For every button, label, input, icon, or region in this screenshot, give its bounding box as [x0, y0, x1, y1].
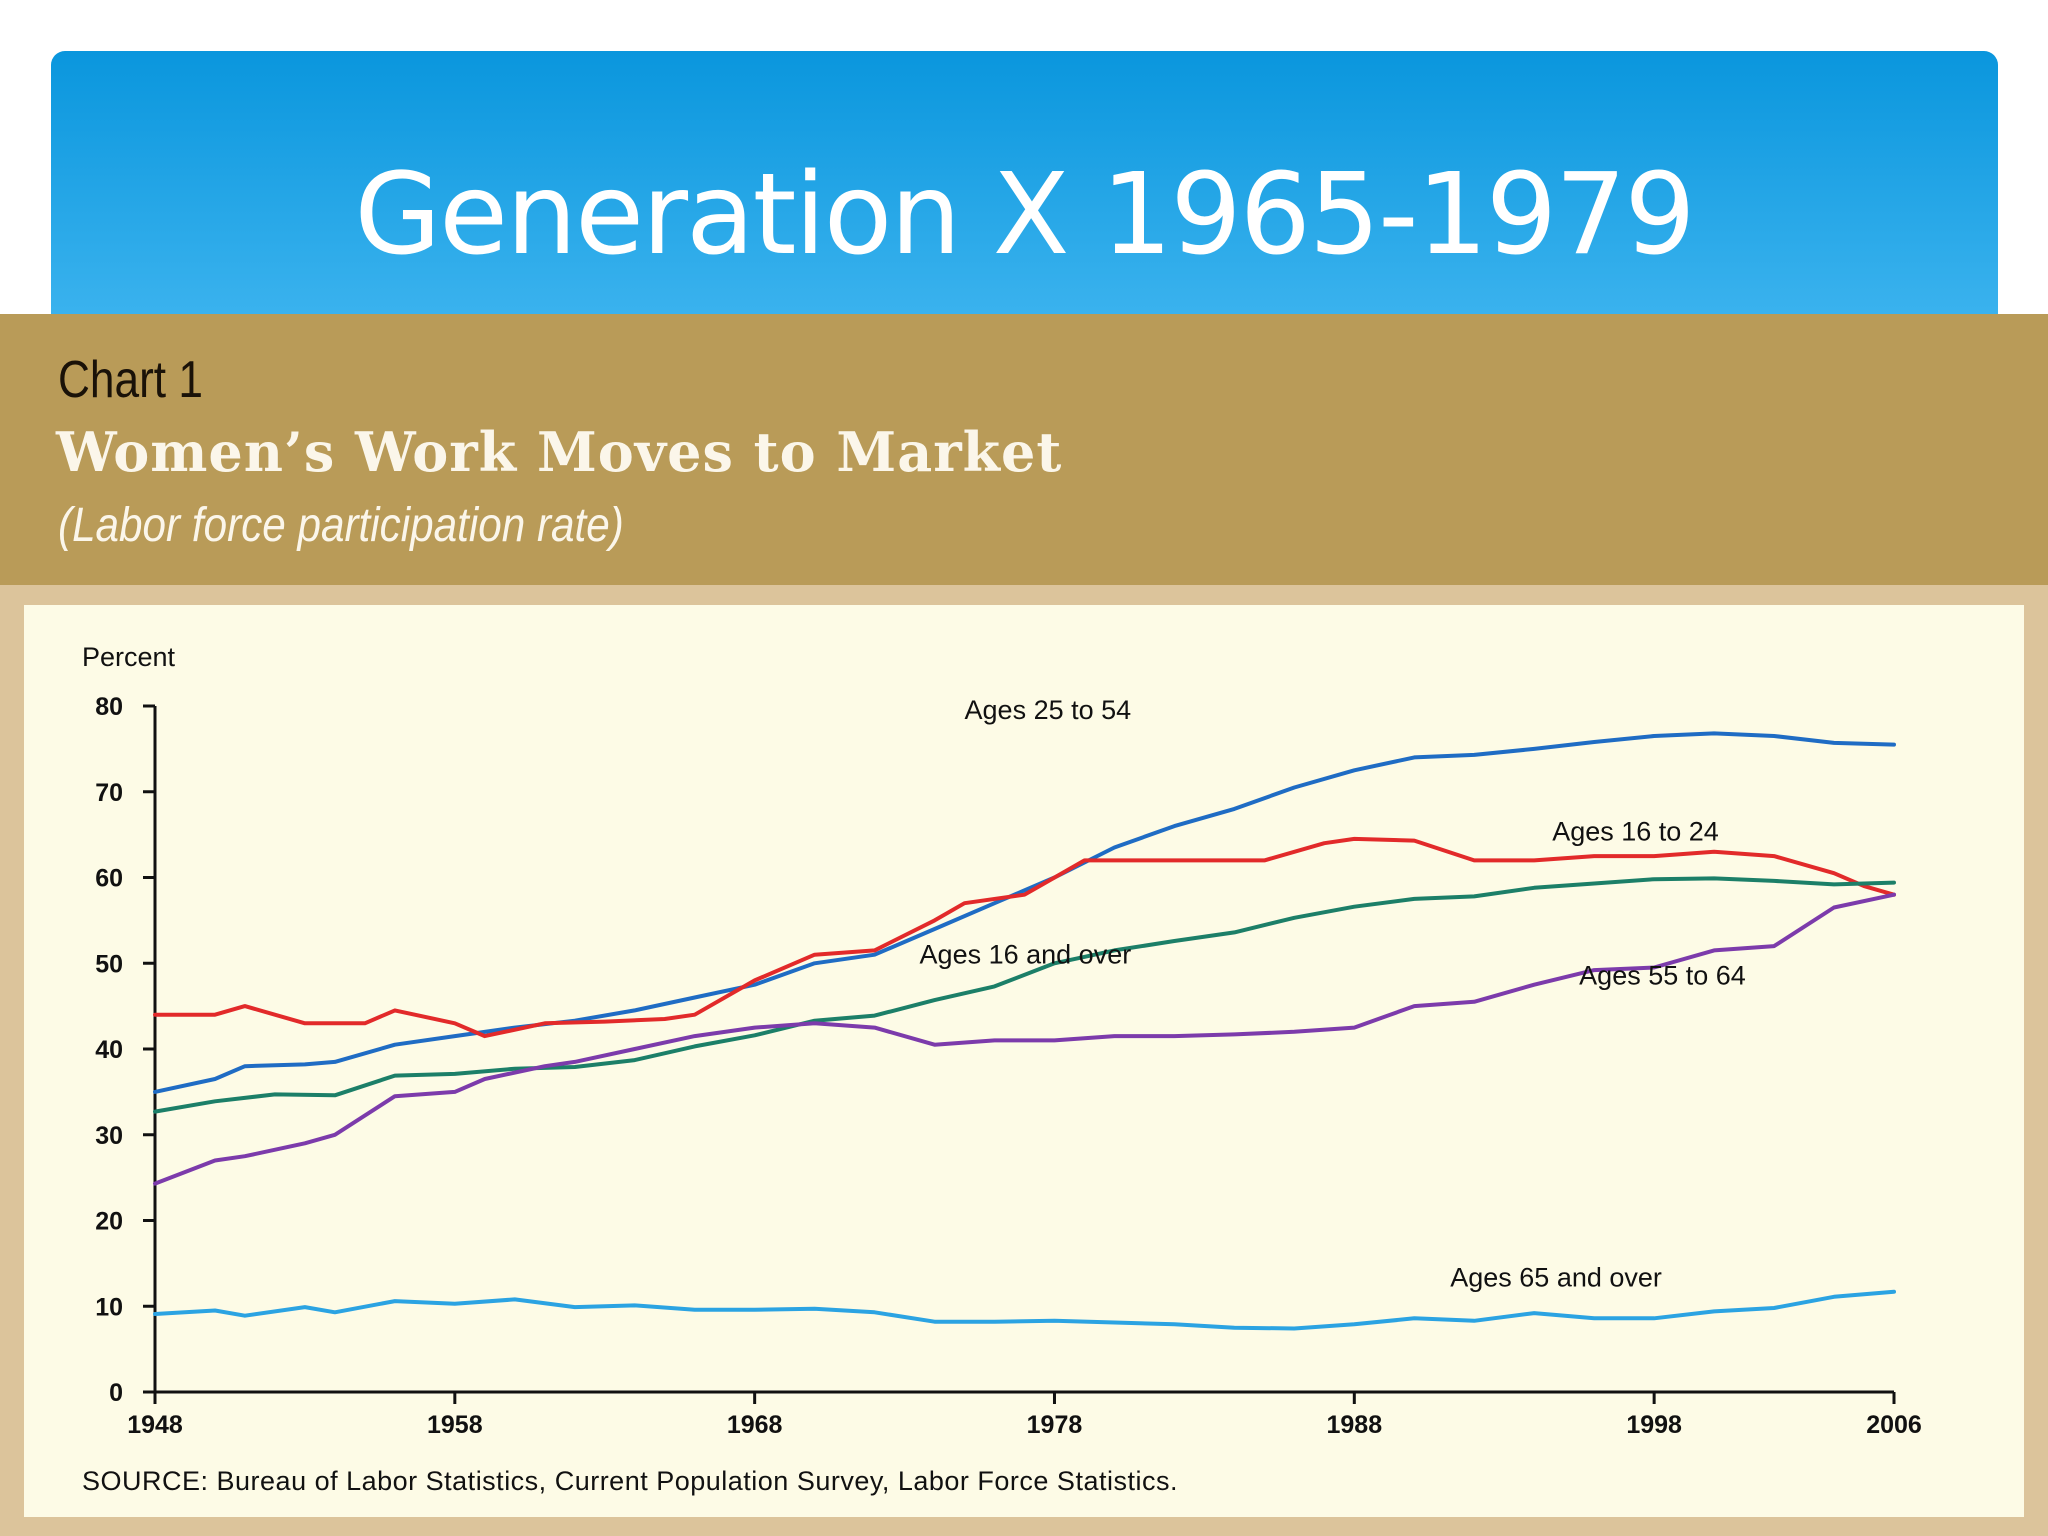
x-tick-label: 1978	[1027, 1411, 1083, 1439]
series-line-1	[153, 731, 1896, 1094]
series-label-3: Ages 16 and over	[920, 939, 1132, 969]
y-tick-label: 50	[95, 950, 123, 978]
chart-subheading: (Labor force participation rate)	[58, 499, 624, 552]
chart-header-band	[0, 314, 2048, 585]
chart-panel	[24, 605, 2024, 1517]
y-tick-label: 80	[95, 693, 123, 721]
series-line-5	[153, 1289, 1896, 1331]
x-tick-label: 1968	[727, 1411, 783, 1439]
x-tick-label: 1988	[1326, 1411, 1382, 1439]
series-line-4	[153, 892, 1896, 1186]
title-banner	[51, 51, 1998, 331]
series-label-4: Ages 55 to 64	[1579, 961, 1746, 991]
y-tick-label: 40	[95, 1036, 123, 1064]
y-tick-label: 60	[95, 865, 123, 893]
y-tick-label: 10	[95, 1293, 123, 1321]
y-axis-label: Percent	[82, 642, 176, 672]
series-line-2	[153, 836, 1896, 1039]
x-tick-label: 1948	[127, 1411, 183, 1439]
y-tick-label: 20	[95, 1208, 123, 1236]
x-tick-label: 1998	[1626, 1411, 1682, 1439]
source-note: SOURCE: Bureau of Labor Statistics, Curr…	[82, 1466, 1178, 1496]
x-tick-label: 1958	[427, 1411, 483, 1439]
y-tick-label: 30	[95, 1122, 123, 1150]
series-label-1: Ages 25 to 54	[965, 695, 1132, 725]
chart-number-label: Chart 1	[58, 351, 203, 409]
series-label-5: Ages 65 and over	[1450, 1263, 1662, 1293]
series-line-3	[153, 876, 1896, 1114]
y-tick-label: 0	[109, 1379, 123, 1407]
y-tick-label: 70	[95, 779, 123, 807]
chart-heading: Women’s Work Moves to Market	[56, 420, 1063, 484]
x-tick-label: 2006	[1866, 1411, 1922, 1439]
series-label-2: Ages 16 to 24	[1552, 817, 1719, 847]
slide-title: Generation X 1965-1979	[354, 150, 1695, 280]
